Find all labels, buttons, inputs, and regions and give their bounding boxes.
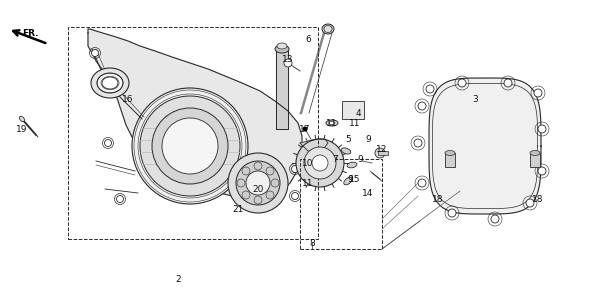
Circle shape [246,171,270,195]
Ellipse shape [19,116,24,122]
Text: 15: 15 [349,175,360,184]
Circle shape [254,162,262,170]
Circle shape [152,108,228,184]
Circle shape [284,59,292,67]
Ellipse shape [275,45,289,53]
Circle shape [266,167,274,175]
Text: 9: 9 [365,135,371,144]
Circle shape [491,215,499,223]
Text: 6: 6 [305,35,311,44]
Circle shape [162,118,218,174]
Text: 9: 9 [357,154,363,163]
Ellipse shape [324,26,332,33]
Circle shape [271,179,279,187]
Text: 18: 18 [432,194,444,203]
Ellipse shape [97,73,123,93]
Text: 20: 20 [253,185,264,194]
Circle shape [414,139,422,147]
Circle shape [534,89,542,97]
Text: 11: 11 [302,178,314,188]
Circle shape [116,196,123,203]
Text: 7: 7 [332,154,338,163]
Circle shape [538,167,546,175]
Bar [445,153,455,167]
Bar [68,27,318,239]
Circle shape [418,102,426,110]
Circle shape [448,209,456,217]
Circle shape [375,148,385,158]
Circle shape [418,179,426,187]
Ellipse shape [347,162,357,168]
Circle shape [242,191,250,199]
Ellipse shape [91,68,129,98]
Circle shape [303,126,307,132]
Text: 17: 17 [299,125,311,134]
Circle shape [304,147,336,179]
Text: 5: 5 [345,135,351,144]
Circle shape [291,193,299,200]
Text: 14: 14 [362,188,373,197]
Text: 2: 2 [175,275,181,284]
Text: 8: 8 [309,238,315,247]
Circle shape [237,179,245,187]
Text: 10: 10 [302,159,314,167]
Bar [300,159,382,249]
Circle shape [242,167,250,175]
Text: 9: 9 [347,175,353,184]
Text: 18: 18 [532,194,544,203]
Circle shape [228,153,288,213]
Circle shape [312,155,328,171]
Circle shape [538,125,546,133]
Polygon shape [300,139,328,151]
Ellipse shape [329,122,335,125]
Circle shape [254,196,262,204]
Circle shape [236,161,280,205]
Ellipse shape [445,150,455,156]
Text: FR.: FR. [22,29,38,38]
Circle shape [291,166,299,172]
Circle shape [296,139,344,187]
Circle shape [91,49,99,57]
Ellipse shape [344,177,352,185]
Polygon shape [276,49,288,129]
Ellipse shape [102,77,118,89]
Circle shape [504,79,512,87]
Circle shape [266,191,274,199]
Bar [378,151,388,155]
Text: 3: 3 [472,95,478,104]
Ellipse shape [277,43,287,49]
Bar [342,101,364,119]
Text: 21: 21 [232,204,244,213]
Ellipse shape [530,150,540,156]
Text: 19: 19 [17,125,28,134]
Text: 11: 11 [349,119,360,128]
Ellipse shape [341,148,351,154]
Ellipse shape [322,24,334,34]
Text: 13: 13 [282,54,294,64]
Text: 11: 11 [326,119,337,128]
Circle shape [140,96,240,196]
Text: 12: 12 [376,144,388,154]
Circle shape [104,139,112,147]
Ellipse shape [326,120,338,126]
Circle shape [458,79,466,87]
Polygon shape [429,78,541,214]
Circle shape [526,199,534,207]
Circle shape [426,85,434,93]
Text: 16: 16 [122,95,134,104]
Polygon shape [88,29,302,199]
Text: 4: 4 [355,108,361,117]
Bar [530,153,540,167]
Circle shape [132,88,248,204]
